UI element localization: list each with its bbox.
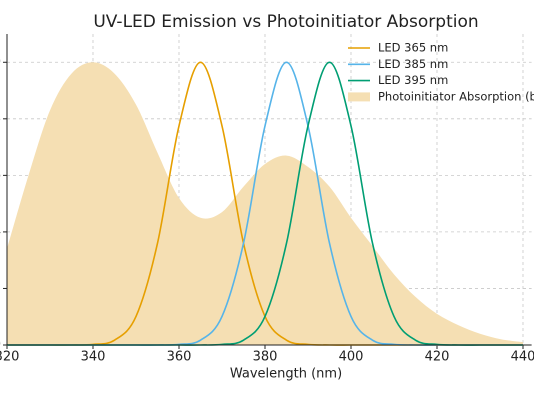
- legend-label: Photoinitiator Absorption (blended): [378, 89, 534, 103]
- y-tick-label: 1.0: [0, 55, 1, 70]
- y-tick-label: 0.8: [0, 111, 1, 126]
- x-tick-label: 420: [425, 350, 450, 365]
- x-tick-label: 440: [511, 350, 534, 365]
- x-tick-label: 320: [0, 350, 19, 365]
- y-tick-label: 0.0: [0, 338, 1, 353]
- legend-label: LED 385 nm: [378, 57, 448, 71]
- y-tick-label: 0.4: [0, 224, 1, 239]
- legend-label: LED 365 nm: [378, 41, 448, 55]
- x-tick-label: 380: [253, 350, 278, 365]
- x-tick-label: 400: [339, 350, 364, 365]
- area: [7, 62, 523, 345]
- y-tick-label: 0.6: [0, 168, 1, 183]
- legend-swatch: [348, 92, 370, 102]
- y-tick-label: 0.2: [0, 281, 1, 296]
- chart-title: UV-LED Emission vs Photoinitiator Absorp…: [93, 12, 478, 32]
- x-tick-label: 340: [81, 350, 106, 365]
- x-axis-label: Wavelength (nm): [230, 367, 342, 382]
- x-tick-label: 360: [167, 350, 192, 365]
- legend-label: LED 395 nm: [378, 73, 448, 87]
